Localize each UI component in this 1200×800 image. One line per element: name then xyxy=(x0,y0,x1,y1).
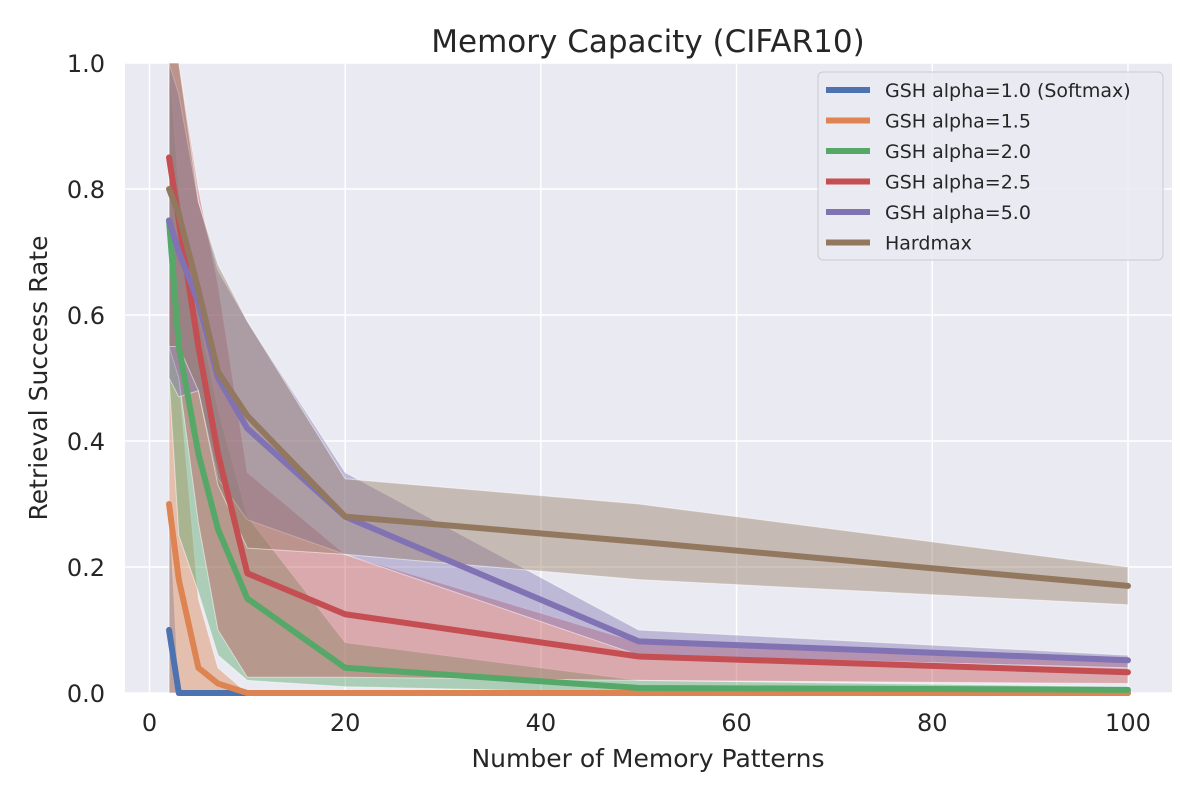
legend-label: GSH alpha=2.0 xyxy=(885,141,1031,163)
confidence-band xyxy=(168,62,1129,685)
series-lines xyxy=(166,154,1131,696)
x-tick-label: 60 xyxy=(721,709,752,737)
series-line xyxy=(166,186,1131,589)
series-line xyxy=(166,217,1131,664)
x-tick-label: 80 xyxy=(917,709,948,737)
y-tick-label: 0.4 xyxy=(67,428,105,456)
legend-label: GSH alpha=1.0 (Softmax) xyxy=(885,80,1131,102)
legend-label: Hardmax xyxy=(885,233,972,255)
legend-items: GSH alpha=1.0 (Softmax) GSH alpha=1.5 GSH … xyxy=(826,80,1131,255)
x-tick-label: 100 xyxy=(1105,709,1151,737)
legend-box xyxy=(817,71,1164,261)
confidence-band xyxy=(168,62,1129,669)
tick-labels: 0 20 40 60 80 100 0.0 0.2 0.4 0.6 0.8 1.0 xyxy=(67,50,1151,737)
series-line xyxy=(166,154,1131,676)
y-tick-label: 0.0 xyxy=(67,680,105,708)
x-tick-label: 0 xyxy=(142,709,157,737)
confidence-band xyxy=(168,62,1129,606)
x-axis-label: Number of Memory Patterns xyxy=(471,744,824,773)
y-tick-label: 0.2 xyxy=(67,554,105,582)
y-tick-label: 0.8 xyxy=(67,176,105,204)
series-line xyxy=(166,501,1131,696)
y-axis-label: Retrieval Success Rate xyxy=(24,236,53,521)
legend-label: GSH alpha=1.5 xyxy=(885,111,1031,133)
x-tick-label: 40 xyxy=(526,709,557,737)
legend-label: GSH alpha=2.5 xyxy=(885,172,1031,194)
chart-title: Memory Capacity (CIFAR10) xyxy=(431,24,864,60)
legend-label: GSH alpha=5.0 xyxy=(885,202,1031,224)
legend: GSH alpha=1.0 (Softmax) GSH alpha=1.5 GSH … xyxy=(817,71,1164,261)
x-tick-label: 20 xyxy=(330,709,361,737)
series-line xyxy=(166,217,1131,693)
y-tick-label: 1.0 xyxy=(67,50,105,78)
y-tick-label: 0.6 xyxy=(67,302,105,330)
